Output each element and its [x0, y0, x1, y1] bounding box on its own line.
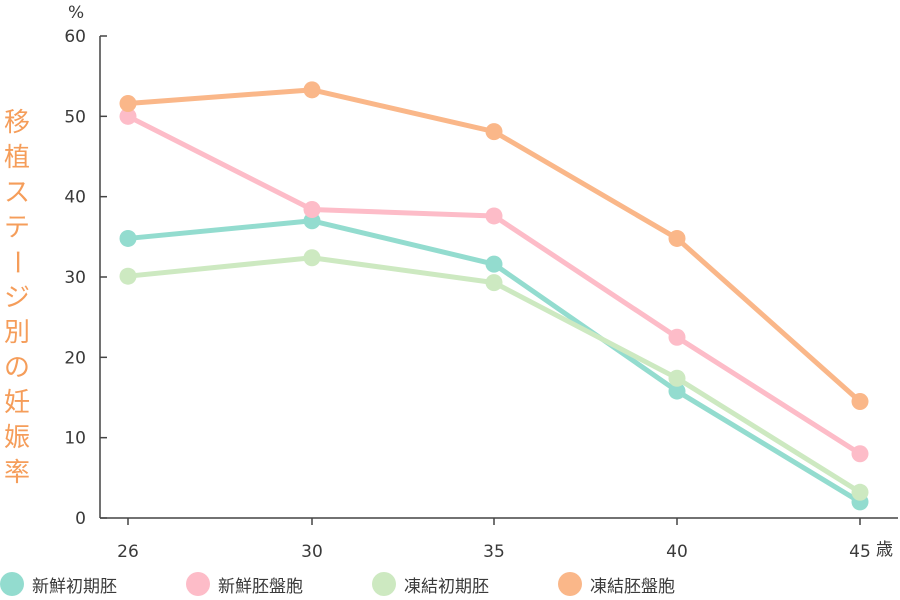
y-axis-label-char: 別: [4, 318, 30, 348]
y-unit-label: %: [68, 3, 84, 23]
y-axis-label-char: 植: [4, 143, 30, 173]
data-point: [119, 94, 137, 112]
data-point: [485, 255, 503, 273]
y-tick-label: 20: [64, 348, 86, 368]
y-axis-label-char: 移: [4, 108, 30, 138]
series-1: [119, 212, 869, 511]
x-tick-label: 40: [666, 542, 688, 562]
data-point: [485, 207, 503, 225]
y-axis-label-char: ジ: [4, 283, 30, 313]
legend-entry: 新鮮胚盤胞: [186, 568, 303, 600]
series-line: [125, 255, 863, 495]
data-point: [119, 229, 137, 247]
data-point: [485, 274, 503, 292]
y-axis-label-char: の: [4, 353, 30, 383]
legend-label: 凍結初期胚: [404, 576, 489, 597]
legend-label: 新鮮胚盤胞: [218, 576, 303, 597]
data-point: [119, 107, 137, 125]
y-tick-label: 0: [75, 509, 86, 529]
axes: 0 10 20 30 40 50 60% 26 30 35 40 45 歳: [64, 3, 898, 562]
x-unit-label: 歳: [876, 540, 893, 560]
data-point: [303, 249, 321, 267]
y-axis-label-char: 率: [4, 458, 30, 488]
data-point: [851, 483, 869, 501]
x-tick-label: 26: [117, 542, 139, 562]
y-tick-label: 30: [64, 268, 86, 288]
y-axis-label-char: 妊: [4, 388, 30, 418]
y-axis-label-char: ー: [1, 249, 31, 275]
data-point: [485, 123, 503, 141]
y-axis-label-char: ス: [4, 178, 30, 208]
x-tick-label: 35: [483, 542, 505, 562]
y-tick-label: 10: [64, 429, 86, 449]
legend-swatch: [372, 572, 396, 596]
data-point: [668, 229, 686, 247]
legend-entry: 凍結初期胚: [372, 568, 489, 600]
y-tick-label: 50: [64, 107, 86, 127]
data-point: [668, 382, 686, 400]
legend-entry: 凍結胚盤胞: [558, 568, 675, 600]
legend-swatch: [186, 572, 210, 596]
data-point: [303, 81, 321, 99]
x-tick-label: 45: [849, 542, 871, 562]
y-axis-label-char: テ: [4, 213, 30, 243]
series-4: [119, 81, 869, 411]
y-tick-label: 60: [64, 27, 86, 47]
series-2: [119, 107, 869, 463]
y-axis-label-char: 娠: [4, 423, 30, 453]
series-3: [119, 249, 869, 501]
data-point: [668, 328, 686, 346]
series-layer: [119, 81, 869, 511]
data-point: [119, 267, 137, 285]
legend-swatch: [558, 572, 582, 596]
legend-swatch: [0, 572, 24, 596]
data-point: [668, 369, 686, 387]
legend: 新鮮初期胚 新鮮胚盤胞 凍結初期胚 凍結胚盤胞: [0, 568, 900, 600]
legend-label: 新鮮初期胚: [32, 576, 117, 597]
x-tick-label: 30: [301, 542, 323, 562]
legend-label: 凍結胚盤胞: [590, 576, 675, 597]
legend-entry: 新鮮初期胚: [0, 568, 117, 600]
data-point: [851, 393, 869, 411]
data-point: [851, 445, 869, 463]
y-tick-label: 40: [64, 188, 86, 208]
data-point: [303, 201, 321, 219]
